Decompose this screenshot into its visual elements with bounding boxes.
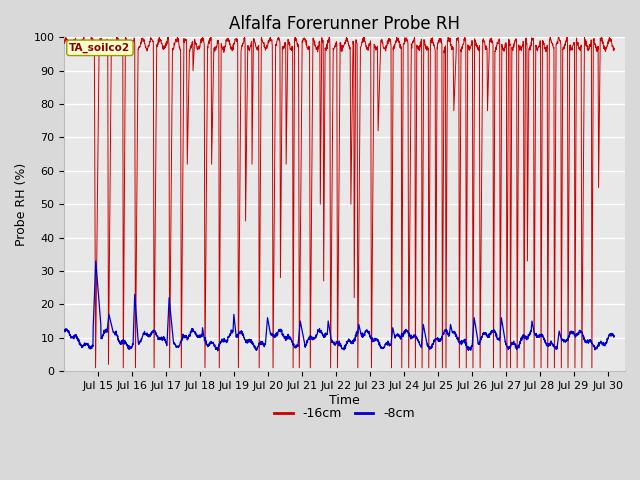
X-axis label: Time: Time: [329, 394, 360, 407]
Legend: -16cm, -8cm: -16cm, -8cm: [269, 402, 420, 425]
Title: Alfalfa Forerunner Probe RH: Alfalfa Forerunner Probe RH: [229, 15, 460, 33]
Text: TA_soilco2: TA_soilco2: [69, 43, 131, 53]
Y-axis label: Probe RH (%): Probe RH (%): [15, 163, 28, 246]
